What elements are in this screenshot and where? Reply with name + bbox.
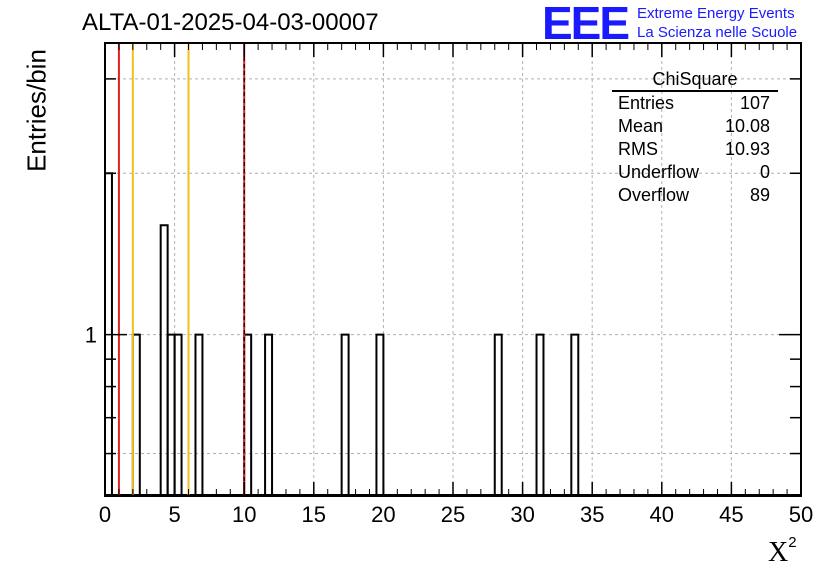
x-tick-label: 35	[580, 502, 604, 527]
x-axis-label-base: X	[768, 537, 789, 568]
x-axis-label: X2	[768, 534, 797, 569]
x-tick-label: 20	[371, 502, 395, 527]
histogram-bar	[243, 333, 253, 496]
histogram-bar	[570, 333, 580, 496]
x-tick-label: 40	[650, 502, 674, 527]
stats-value: 10.93	[724, 139, 770, 159]
stats-value: 107	[739, 93, 770, 113]
stats-row-underflow: Underflow 0	[612, 161, 778, 184]
histogram-bar	[340, 333, 350, 496]
x-tick-label: 50	[789, 502, 813, 527]
stats-value: 10.08	[724, 116, 770, 136]
eee-logo-mark: EEE	[542, 0, 630, 49]
stats-value: 0	[759, 162, 770, 182]
stats-row-entries: Entries 107	[612, 92, 778, 115]
histogram-bar	[535, 333, 545, 496]
histogram-bar	[264, 333, 274, 496]
x-tick-label: 10	[232, 502, 256, 527]
logo-line-1: Extreme Energy Events	[637, 5, 795, 22]
stats-label: Entries	[618, 93, 675, 113]
x-tick-label: 30	[510, 502, 534, 527]
histogram-bar	[194, 333, 204, 496]
histogram-bar	[375, 333, 385, 496]
x-tick-label: 15	[302, 502, 326, 527]
stats-label: Overflow	[618, 185, 690, 205]
x-tick-label: 45	[719, 502, 743, 527]
histogram-bar	[131, 333, 141, 496]
x-tick-label: 25	[441, 502, 465, 527]
stats-label: Mean	[618, 116, 664, 136]
x-axis-label-sup: 2	[788, 534, 797, 551]
stats-value: 89	[749, 185, 770, 205]
stats-box: ChiSquare Entries 107 Mean 10.08 RMS 10.93 Und…	[612, 68, 778, 207]
y-axis-label: Entries/bin	[21, 49, 52, 172]
histogram-bar	[159, 224, 169, 496]
histogram-bar	[173, 333, 183, 496]
stats-row-rms: RMS 10.93	[612, 138, 778, 161]
stats-label: Underflow	[618, 162, 700, 182]
eee-logo-text: Extreme Energy Events La Scienza nelle S…	[637, 4, 797, 42]
chart-title: ALTA-01-2025-04-03-00007	[82, 9, 379, 36]
y-tick-label: 1	[85, 323, 97, 348]
x-tick-label: 0	[99, 502, 111, 527]
stats-title: ChiSquare	[612, 68, 778, 92]
stats-label: RMS	[618, 139, 658, 159]
stats-row-overflow: Overflow 89	[612, 184, 778, 207]
x-tick-label: 5	[168, 502, 180, 527]
histogram-bar	[166, 333, 176, 496]
stats-row-mean: Mean 10.08	[612, 115, 778, 138]
logo-line-2: La Scienza nelle Scuole	[637, 24, 798, 41]
histogram-bar	[493, 333, 503, 496]
stats-rows: Entries 107 Mean 10.08 RMS 10.93 Underflow 0 Ove…	[612, 92, 778, 207]
